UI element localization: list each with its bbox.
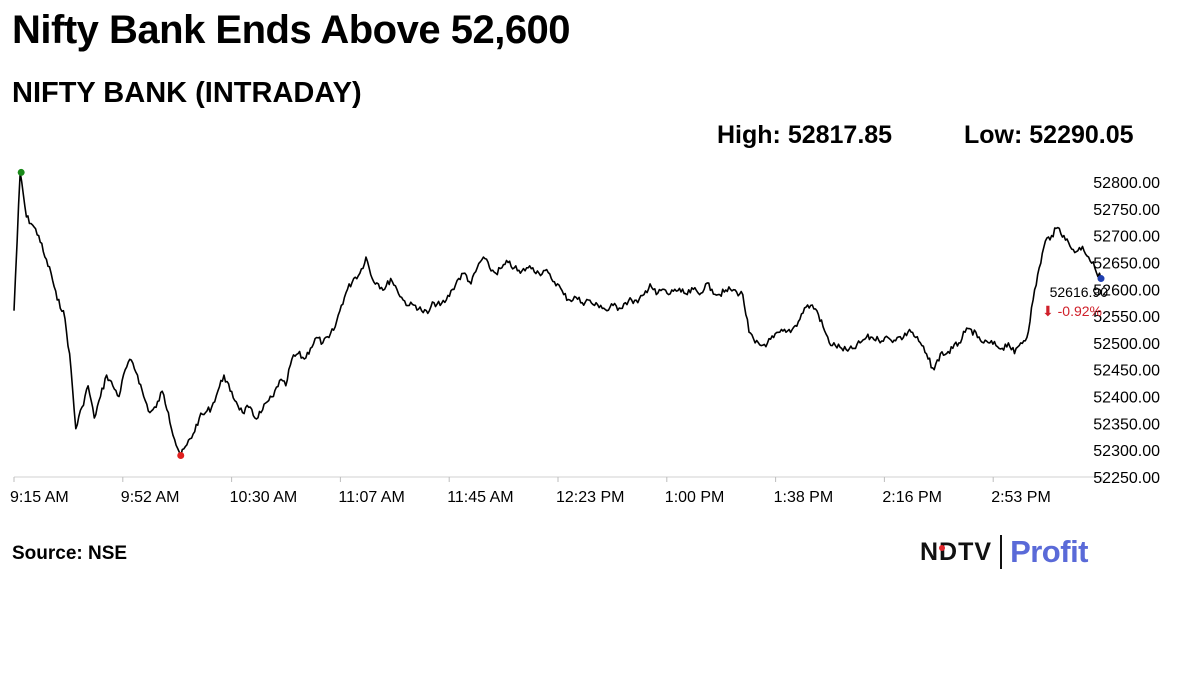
series-line: [13, 171, 1102, 457]
y-tick-label: 52550.00: [1093, 309, 1160, 326]
x-tick-label: 9:52 AM: [121, 489, 180, 506]
y-tick-label: 52450.00: [1093, 363, 1160, 380]
low-value: Low: 52290.05: [964, 121, 1134, 149]
x-tick-label: 2:53 PM: [991, 489, 1051, 506]
y-tick-label: 52400.00: [1093, 390, 1160, 407]
y-tick-label: 52600.00: [1093, 282, 1160, 299]
y-tick-label: 52750.00: [1093, 202, 1160, 219]
marker-layer: 52616.90 ⬇ -0.92%: [17, 168, 1109, 460]
y-tick-label: 52250.00: [1093, 470, 1160, 487]
x-tick-label: 1:00 PM: [665, 489, 725, 506]
axis-layer: 52800.00 52750.00 52700.00 52650.00 52600.00…: [10, 175, 1160, 506]
change-label: ⬇ -0.92%: [1042, 303, 1102, 319]
close-marker: [1097, 275, 1105, 283]
high-value: High: 52817.85: [717, 121, 893, 149]
logo-divider: [1000, 535, 1003, 569]
chart-subtitle: NIFTY BANK (INTRADAY): [12, 77, 362, 109]
low-marker: [177, 452, 185, 460]
last-value-label: 52616.90: [1050, 284, 1109, 300]
x-tick-label: 1:38 PM: [774, 489, 834, 506]
y-tick-label: 52300.00: [1093, 443, 1160, 460]
high-marker: [17, 168, 25, 176]
y-tick-label: 52500.00: [1093, 336, 1160, 353]
x-tick-label: 11:07 AM: [338, 489, 404, 506]
x-tick-label: 10:30 AM: [230, 489, 298, 506]
logo-profit: Profit: [1010, 534, 1088, 569]
y-tick-label: 52350.00: [1093, 416, 1160, 433]
logo-ndtv: NDTV: [920, 537, 993, 566]
y-tick-label: 52800.00: [1093, 175, 1160, 192]
y-tick-label: 52700.00: [1093, 229, 1160, 246]
x-tick-label: 11:45 AM: [447, 489, 513, 506]
source-note: Source: NSE: [12, 543, 128, 564]
headline: Nifty Bank Ends Above 52,600: [12, 8, 571, 52]
x-tick-label: 12:23 PM: [556, 489, 624, 506]
ndtv-profit-logo: NDTV Profit: [920, 532, 1088, 572]
x-tick-label: 9:15 AM: [10, 489, 69, 506]
logo-dot-icon: [939, 545, 945, 551]
x-tick-label: 2:16 PM: [882, 489, 942, 506]
y-tick-label: 52650.00: [1093, 255, 1160, 272]
line-layer: [13, 171, 1102, 457]
